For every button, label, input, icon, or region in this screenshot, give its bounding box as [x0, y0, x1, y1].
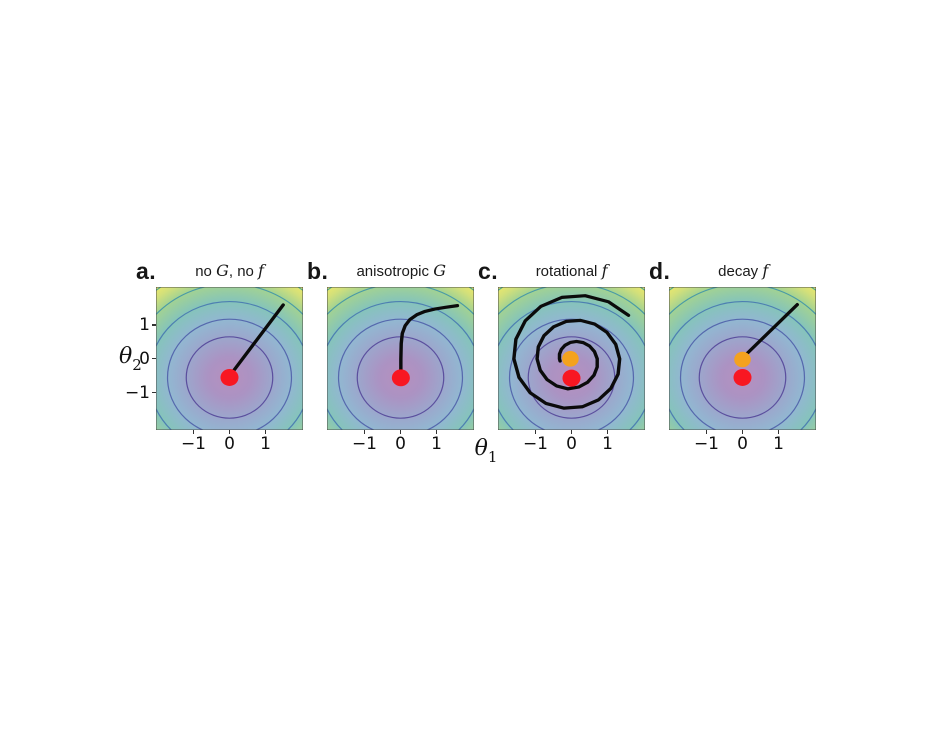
contour-ring [337, 318, 464, 430]
contour-ring [166, 318, 293, 430]
math-symbol: G [216, 261, 229, 281]
panel-a-title-text: no G, no f [156, 261, 303, 283]
x-tick-mark [192, 430, 195, 434]
panel-c-x-tick-label: −1 [522, 434, 548, 454]
y-axis-label: θ2 [119, 344, 142, 375]
panel-a-contour-plot [156, 287, 303, 430]
end-orange-dot [734, 351, 751, 368]
y-axis-subscript: 2 [132, 356, 142, 375]
contour-ring [498, 301, 645, 430]
contour-ring [679, 318, 806, 430]
panel-b-x-tick-label: −1 [351, 434, 377, 454]
panel-b-title: b. anisotropic G [307, 253, 474, 283]
math-symbol: f [601, 261, 608, 281]
x-tick-mark [777, 430, 780, 434]
contour-ring [698, 336, 787, 419]
panel-b-letter: b. [307, 258, 329, 284]
math-symbol: G [433, 261, 446, 281]
x-tick-mark [741, 430, 744, 434]
panel-a-letter: a. [136, 258, 157, 284]
optimum-red-dot [562, 369, 581, 387]
optimum-red-dot [391, 369, 410, 387]
panel-c-letter: c. [478, 258, 499, 284]
x-tick-mark [606, 430, 609, 434]
x-tick-mark [534, 430, 537, 434]
x-axis-symbol: θ [474, 436, 488, 461]
panel-a-title: a. no G, no f [136, 253, 303, 283]
x-axis-subscript: 1 [487, 448, 498, 467]
panel-d-x-tick-label: 1 [773, 434, 784, 454]
panel-a-y-tick-label: 0 [139, 348, 150, 369]
optimum-red-dot [220, 369, 239, 386]
panel-c-contour-plot [498, 287, 645, 430]
x-axis-label: θ1 [464, 436, 508, 467]
panel-d-title-text: decay f [670, 261, 816, 283]
panel-a-x-tick-label: 0 [224, 434, 235, 454]
panel-a-y-tick-label: −1 [124, 382, 150, 403]
panel-c-x-tick-label: 0 [566, 434, 577, 454]
title-word: , no [228, 263, 259, 281]
panel-c-title: c. rotational f [478, 253, 645, 283]
panel-d-title: d. decay f [649, 253, 816, 283]
panel-b-x-tick-label: 1 [431, 434, 442, 454]
contour-ring [185, 336, 274, 419]
y-tick-mark [152, 392, 156, 394]
title-word: anisotropic [356, 263, 434, 281]
panel-d-letter: d. [649, 258, 671, 284]
x-tick-mark [705, 430, 708, 434]
panel-d-x-tick-label: 0 [737, 434, 748, 454]
x-tick-mark [363, 430, 366, 434]
end-orange-dot [562, 351, 579, 367]
math-symbol: f [258, 261, 264, 281]
contour-ring [156, 301, 303, 430]
panel-a-y-tick-label: 1 [139, 314, 150, 335]
panel-a-x-tick-label: 1 [260, 434, 271, 454]
optimum-red-dot [733, 369, 752, 386]
x-tick-mark [264, 430, 267, 434]
panel-d-contour-plot [669, 287, 816, 430]
x-tick-mark [435, 430, 438, 434]
math-symbol: f [762, 261, 769, 281]
x-tick-mark [399, 430, 402, 434]
panel-b-trajectory [399, 304, 460, 374]
panel-c-x-tick-label: 1 [602, 434, 613, 454]
contour-ring [669, 301, 816, 430]
panel-c-trajectory [512, 294, 631, 410]
panel-a-x-tick-label: −1 [180, 434, 206, 454]
x-tick-mark [570, 430, 573, 434]
contour-ring [327, 301, 474, 430]
title-word: decay [718, 263, 763, 281]
y-tick-mark [152, 324, 156, 326]
title-word: no [195, 263, 217, 281]
y-tick-mark [152, 358, 156, 360]
title-word: rotational [535, 263, 602, 281]
contour-ring [508, 318, 635, 430]
panel-a-trajectory [229, 303, 285, 376]
panel-b-contour-plot [327, 287, 474, 430]
y-axis-symbol: θ [119, 344, 133, 369]
x-tick-mark [228, 430, 231, 434]
panel-d-x-tick-label: −1 [693, 434, 719, 454]
panel-b-x-tick-label: 0 [395, 434, 406, 454]
panel-b-title-text: anisotropic G [328, 261, 474, 283]
panel-c-title-text: rotational f [498, 261, 645, 283]
panel-d-trajectory [744, 303, 799, 357]
